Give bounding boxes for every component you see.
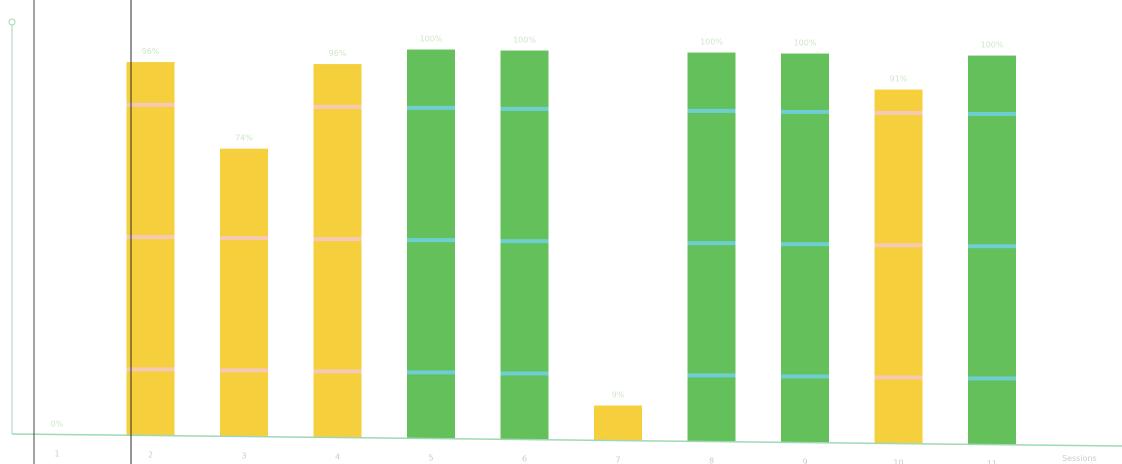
x-tick-label-2: 2 bbox=[148, 450, 153, 459]
value-label-9: 100% bbox=[794, 39, 817, 48]
x-tick-label-11: 11 bbox=[987, 460, 997, 464]
bar-3-band-2 bbox=[220, 236, 268, 241]
bar-5-band-1 bbox=[407, 370, 455, 375]
bar-4[interactable] bbox=[313, 64, 362, 438]
x-axis-end-label: Sessions bbox=[1062, 454, 1097, 463]
x-tick-label-3: 3 bbox=[241, 452, 246, 461]
bar-6-band-3 bbox=[500, 106, 549, 111]
x-tick-label-9: 9 bbox=[802, 458, 807, 464]
value-label-4: 96% bbox=[329, 49, 347, 58]
labels-group: 0% 1 96% 2 74% 3 96% 4 100% 5 100% 6 9% 7 100% 8 100% 9 91… bbox=[51, 35, 1004, 464]
value-label-3: 74% bbox=[235, 134, 253, 143]
bar-9-band-2 bbox=[781, 242, 829, 247]
bar-11-band-3 bbox=[968, 111, 1016, 116]
bar-5-band-3 bbox=[407, 105, 455, 110]
value-label-11: 100% bbox=[981, 41, 1004, 50]
bar-7[interactable] bbox=[594, 405, 642, 441]
value-label-1: 0% bbox=[51, 419, 64, 428]
value-label-2: 96% bbox=[142, 47, 160, 56]
bar-8-band-3 bbox=[687, 108, 736, 113]
bar-2-band-3 bbox=[126, 102, 175, 107]
value-label-8: 100% bbox=[700, 38, 723, 47]
bar-6-band-2 bbox=[500, 239, 549, 244]
x-tick-label-6: 6 bbox=[522, 455, 527, 464]
bar-6-band-1 bbox=[500, 371, 549, 376]
bar-4-band-1 bbox=[313, 369, 362, 374]
bar-5-band-2 bbox=[407, 238, 455, 243]
bar-10-band-3 bbox=[874, 110, 923, 115]
x-axis-line bbox=[11, 433, 1122, 447]
bar-4-band-3 bbox=[313, 104, 362, 109]
bar-9-band-3 bbox=[781, 109, 829, 114]
bar-10-band-1 bbox=[874, 375, 923, 380]
value-label-6: 100% bbox=[513, 36, 536, 45]
y-axis-handle[interactable] bbox=[8, 18, 16, 26]
bar-4-band-2 bbox=[313, 237, 362, 242]
value-label-7: 9% bbox=[612, 391, 625, 400]
x-tick-label-7: 7 bbox=[615, 456, 620, 464]
bar-10[interactable] bbox=[874, 89, 923, 444]
bar-2-band-2 bbox=[126, 235, 175, 240]
x-tick-label-10: 10 bbox=[893, 459, 903, 464]
value-label-5: 100% bbox=[420, 35, 443, 44]
bar-9-band-1 bbox=[781, 374, 829, 379]
bands-group bbox=[126, 102, 1016, 381]
bar-11-band-1 bbox=[968, 376, 1016, 381]
bar-8-band-1 bbox=[687, 373, 736, 378]
bar-3-band-1 bbox=[220, 368, 268, 373]
x-tick-label-8: 8 bbox=[709, 457, 714, 464]
bar-2[interactable] bbox=[126, 62, 175, 436]
bar-8-band-2 bbox=[687, 241, 736, 246]
x-tick-label-4: 4 bbox=[335, 453, 340, 462]
bar-11-band-2 bbox=[968, 244, 1016, 249]
value-label-10: 91% bbox=[890, 75, 908, 84]
bar-2-band-1 bbox=[126, 367, 175, 372]
bar-10-band-2 bbox=[874, 243, 923, 248]
bar-3[interactable] bbox=[220, 148, 268, 437]
x-tick-label-1: 1 bbox=[54, 449, 59, 458]
x-tick-label-5: 5 bbox=[428, 454, 433, 463]
